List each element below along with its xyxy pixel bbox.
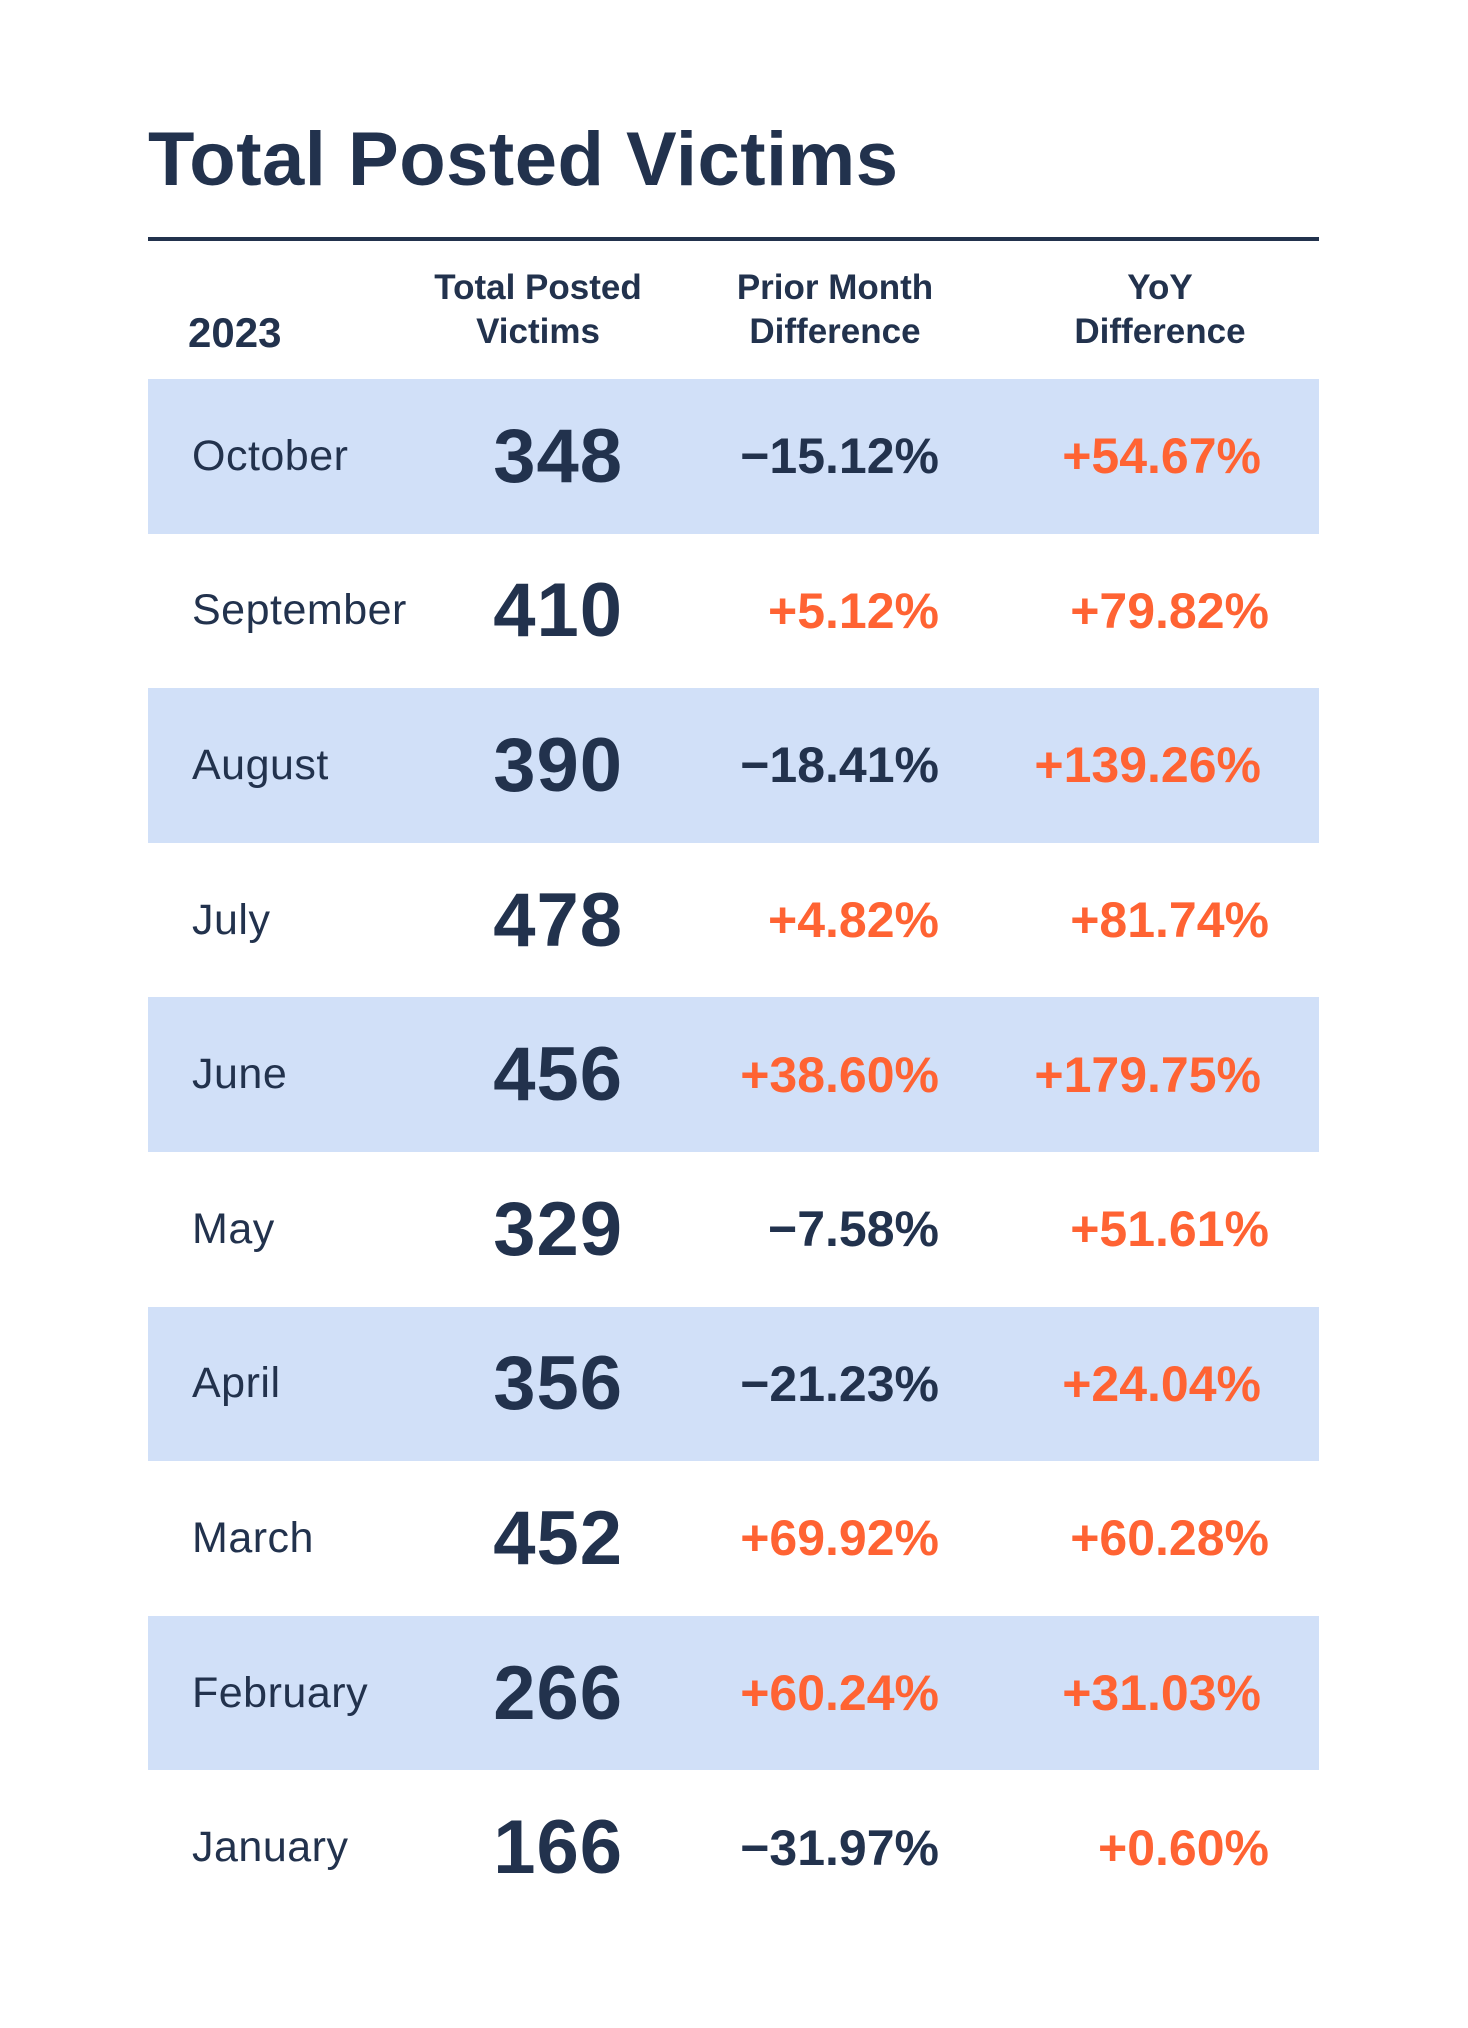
month-cell: April (192, 1359, 281, 1408)
month-cell: July (192, 895, 271, 944)
table-row: August 390 −18.41% +139.26% (148, 688, 1319, 843)
prior-month-cell: +38.60% (740, 1046, 939, 1103)
total-cell: 456 (493, 1032, 623, 1118)
header-line: Total Posted (434, 268, 642, 307)
yoy-cell: +31.03% (1062, 1665, 1261, 1722)
month-cell: February (192, 1668, 369, 1717)
prior-month-cell: +5.12% (768, 582, 939, 639)
title-divider (148, 237, 1319, 241)
yoy-difference-header: YoY Difference (1040, 266, 1280, 354)
total-cell: 329 (493, 1186, 623, 1272)
total-cell: 348 (493, 413, 623, 499)
table-row: June 456 +38.60% +179.75% (148, 997, 1319, 1152)
month-cell: January (192, 1823, 349, 1872)
header-line: Victims (476, 312, 600, 351)
yoy-cell: +0.60% (1098, 1819, 1269, 1876)
year-header: 2023 (188, 309, 282, 356)
month-cell: June (192, 1050, 288, 1099)
header-line: YoY (1127, 268, 1193, 307)
table-row: April 356 −21.23% +24.04% (148, 1306, 1319, 1462)
total-cell: 452 (493, 1495, 623, 1581)
yoy-cell: +79.82% (1070, 582, 1269, 639)
month-cell: May (192, 1204, 275, 1253)
total-cell: 166 (493, 1805, 623, 1891)
prior-month-cell: −15.12% (740, 428, 939, 485)
table-row: October 348 −15.12% +54.67% (148, 379, 1319, 534)
prior-month-cell: −31.97% (740, 1819, 939, 1876)
header-line: Prior Month (736, 268, 934, 307)
yoy-cell: +54.67% (1062, 428, 1261, 485)
month-cell: October (192, 431, 349, 480)
month-cell: March (192, 1513, 314, 1562)
table-row: September 410 +5.12% +79.82% (148, 534, 1319, 689)
total-cell: 478 (493, 877, 623, 963)
yoy-cell: +139.26% (1034, 737, 1261, 794)
table-row: May 329 −7.58% +51.61% (148, 1152, 1319, 1307)
prior-month-cell: +60.24% (740, 1665, 939, 1722)
total-cell: 356 (493, 1341, 623, 1427)
prior-month-difference-header: Prior Month Difference (715, 266, 955, 354)
yoy-cell: +60.28% (1070, 1510, 1269, 1567)
total-posted-victims-header: Total Posted Victims (418, 266, 658, 354)
header-line: Difference (1074, 312, 1246, 351)
month-cell: August (192, 740, 329, 789)
prior-month-cell: +69.92% (740, 1510, 939, 1567)
table-row: January 166 −31.97% +0.60% (148, 1770, 1319, 1925)
prior-month-cell: −7.58% (768, 1201, 939, 1258)
prior-month-cell: −18.41% (740, 737, 939, 794)
header-line: Difference (749, 312, 921, 351)
total-cell: 410 (493, 568, 623, 654)
table-row: March 452 +69.92% +60.28% (148, 1461, 1319, 1616)
victims-table: October 348 −15.12% +54.67% September 41… (148, 379, 1319, 1925)
yoy-cell: +24.04% (1062, 1355, 1261, 1412)
total-cell: 390 (493, 722, 623, 808)
yoy-cell: +81.74% (1070, 892, 1269, 949)
table-row: July 478 +4.82% +81.74% (148, 843, 1319, 998)
yoy-cell: +179.75% (1034, 1046, 1261, 1103)
prior-month-cell: −21.23% (740, 1355, 939, 1412)
table-row: February 266 +60.24% +31.03% (148, 1615, 1319, 1771)
total-cell: 266 (493, 1650, 623, 1736)
page-title: Total Posted Victims (148, 117, 899, 202)
yoy-cell: +51.61% (1070, 1201, 1269, 1258)
prior-month-cell: +4.82% (768, 892, 939, 949)
month-cell: September (192, 586, 407, 635)
